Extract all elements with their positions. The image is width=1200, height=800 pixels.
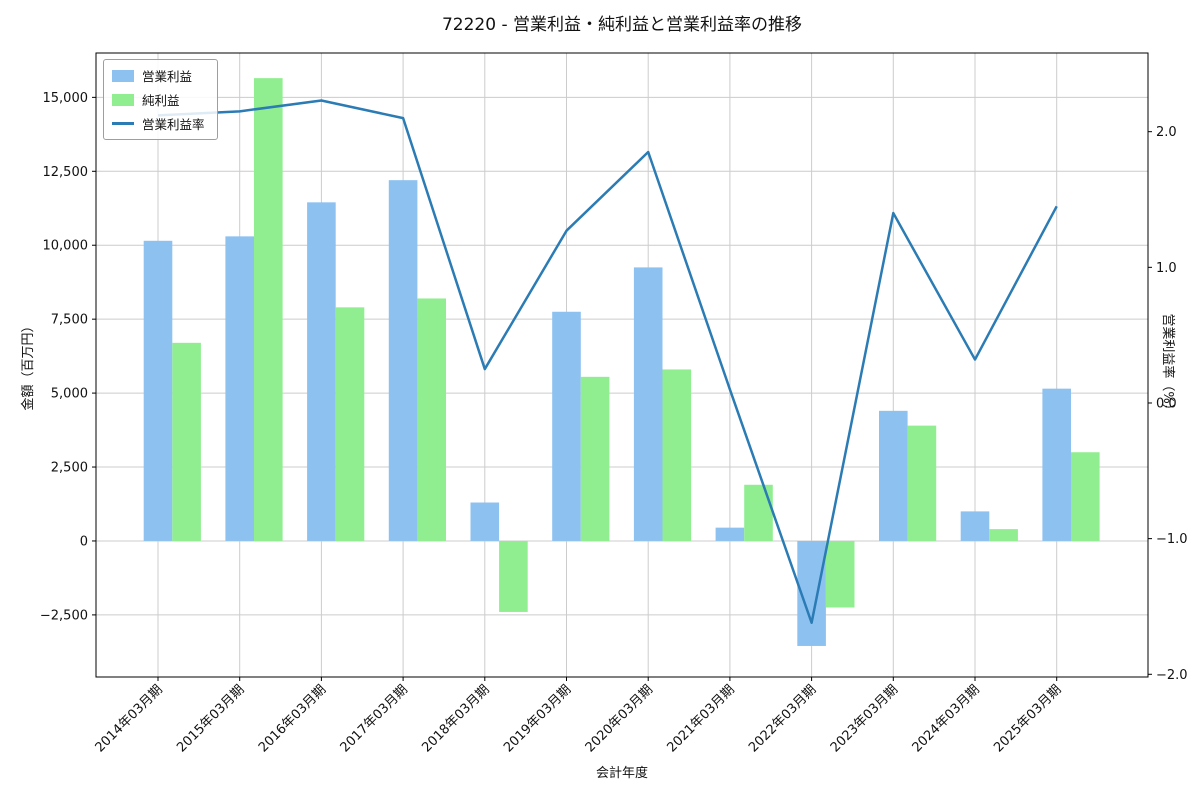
x-tick-label: 2015年03月期	[174, 682, 247, 755]
x-tick-label: 2025年03月期	[991, 682, 1064, 755]
x-tick-label: 2023年03月期	[828, 682, 901, 755]
legend-line-swatch	[112, 122, 134, 125]
left-tick-label: 15,000	[43, 91, 89, 106]
axes-border	[95, 52, 1149, 678]
bar	[417, 298, 446, 541]
left-tick-label: 0	[80, 534, 88, 549]
x-tick-label: 2014年03月期	[93, 682, 166, 755]
x-tick-label: 2018年03月期	[419, 682, 492, 755]
bar	[989, 529, 1018, 541]
chart-title: 72220 - 営業利益・純利益と営業利益率の推移	[441, 15, 803, 35]
bar	[825, 540, 855, 608]
legend-label: 純利益	[142, 93, 180, 108]
bar	[907, 425, 937, 541]
bar	[552, 311, 581, 541]
bar	[335, 307, 365, 541]
x-tick-label: 2016年03月期	[256, 682, 329, 755]
x-axis-title: 会計年度	[595, 766, 648, 781]
bar	[470, 502, 500, 541]
bar	[960, 511, 990, 541]
x-tick-label: 2019年03月期	[501, 682, 574, 755]
x-tick-label: 2020年03月期	[583, 682, 656, 755]
right-tick-label: 2.0	[1156, 125, 1177, 140]
bar	[1042, 388, 1071, 541]
bar	[172, 342, 201, 541]
right-tick-label: 1.0	[1156, 261, 1177, 276]
left-tick-label: 2,500	[51, 461, 88, 476]
tick-marks	[92, 96, 1152, 681]
bar	[143, 240, 173, 541]
bar	[1071, 452, 1100, 541]
x-tick-label: 2017年03月期	[338, 682, 411, 755]
legend-bar-swatch	[112, 93, 134, 106]
bar	[254, 78, 283, 541]
left-tick-label: 10,000	[43, 239, 89, 254]
left-tick-label: −2,500	[40, 608, 88, 623]
legend-label: 営業利益率	[142, 117, 205, 132]
right-tick-label: −2.0	[1156, 668, 1188, 683]
left-axis-title: 金額（百万円）	[21, 319, 36, 411]
x-tick-label: 2024年03月期	[910, 682, 983, 755]
x-tick-label: 2021年03月期	[664, 682, 737, 755]
bar-series-operating-income	[143, 180, 1071, 646]
bar	[307, 202, 336, 541]
legend: 営業利益純利益営業利益率	[103, 59, 218, 140]
legend-label: 営業利益	[142, 69, 193, 84]
legend-item: 純利益	[112, 90, 205, 109]
legend-bar-swatch	[112, 69, 134, 82]
bar	[388, 180, 418, 541]
right-axis-title: 営業利益率（%）	[1160, 313, 1175, 417]
legend-item: 営業利益率	[112, 114, 205, 133]
bar	[580, 376, 610, 541]
bar	[662, 369, 692, 541]
bar-series-net-income	[172, 78, 1100, 612]
bar	[225, 236, 254, 541]
line-operating-margin	[157, 99, 1058, 624]
bar	[499, 540, 528, 612]
left-tick-label: 7,500	[51, 313, 88, 328]
right-tick-label: 0.0	[1156, 396, 1177, 411]
bar	[715, 527, 745, 541]
left-tick-label: 12,500	[43, 165, 89, 180]
legend-item: 営業利益	[112, 66, 205, 85]
right-tick-label: −1.0	[1156, 532, 1188, 547]
bar	[633, 267, 663, 541]
bar	[879, 410, 908, 541]
bar	[744, 484, 773, 541]
left-tick-label: 5,000	[51, 387, 88, 402]
x-tick-label: 2022年03月期	[746, 682, 819, 755]
